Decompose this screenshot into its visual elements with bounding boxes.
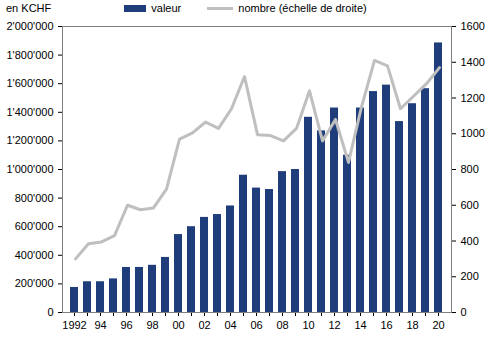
svg-text:02: 02 xyxy=(198,319,210,331)
svg-text:1'800'000: 1'800'000 xyxy=(6,49,53,61)
svg-text:1'400'000: 1'400'000 xyxy=(6,106,53,118)
svg-text:1'200'000: 1'200'000 xyxy=(6,134,53,146)
svg-text:18: 18 xyxy=(406,319,418,331)
svg-text:10: 10 xyxy=(302,319,314,331)
svg-text:1'000'000: 1'000'000 xyxy=(6,163,53,175)
svg-text:600'000: 600'000 xyxy=(15,220,54,232)
svg-text:16: 16 xyxy=(380,319,392,331)
svg-text:800: 800 xyxy=(461,163,479,175)
svg-text:2'000'000: 2'000'000 xyxy=(6,20,53,32)
svg-text:12: 12 xyxy=(328,319,340,331)
html-text:nombre (échelle de droite): nombre (échelle de droite) xyxy=(238,2,367,14)
svg-text:1400: 1400 xyxy=(461,56,485,68)
svg-text:04: 04 xyxy=(224,319,236,331)
svg-text:00: 00 xyxy=(172,319,184,331)
svg-text:400'000: 400'000 xyxy=(15,249,54,261)
svg-text:94: 94 xyxy=(94,319,106,331)
svg-text:200: 200 xyxy=(461,270,479,282)
html-text:en KCHF: en KCHF xyxy=(6,2,52,14)
svg-text:06: 06 xyxy=(250,319,262,331)
svg-text:96: 96 xyxy=(120,319,132,331)
html-text:valeur: valeur xyxy=(151,2,182,14)
svg-text:08: 08 xyxy=(276,319,288,331)
svg-text:400: 400 xyxy=(461,235,479,247)
svg-text:0: 0 xyxy=(461,306,467,318)
svg-text:1992: 1992 xyxy=(62,319,86,331)
svg-text:200'000: 200'000 xyxy=(15,277,54,289)
svg-text:1000: 1000 xyxy=(461,127,485,139)
svg-text:800'000: 800'000 xyxy=(15,192,54,204)
svg-text:20: 20 xyxy=(432,319,444,331)
svg-text:98: 98 xyxy=(146,319,158,331)
svg-text:1200: 1200 xyxy=(461,92,485,104)
svg-text:1600: 1600 xyxy=(461,20,485,32)
svg-text:1'600'000: 1'600'000 xyxy=(6,77,53,89)
svg-text:0: 0 xyxy=(47,306,53,318)
svg-text:600: 600 xyxy=(461,199,479,211)
svg-text:14: 14 xyxy=(354,319,366,331)
